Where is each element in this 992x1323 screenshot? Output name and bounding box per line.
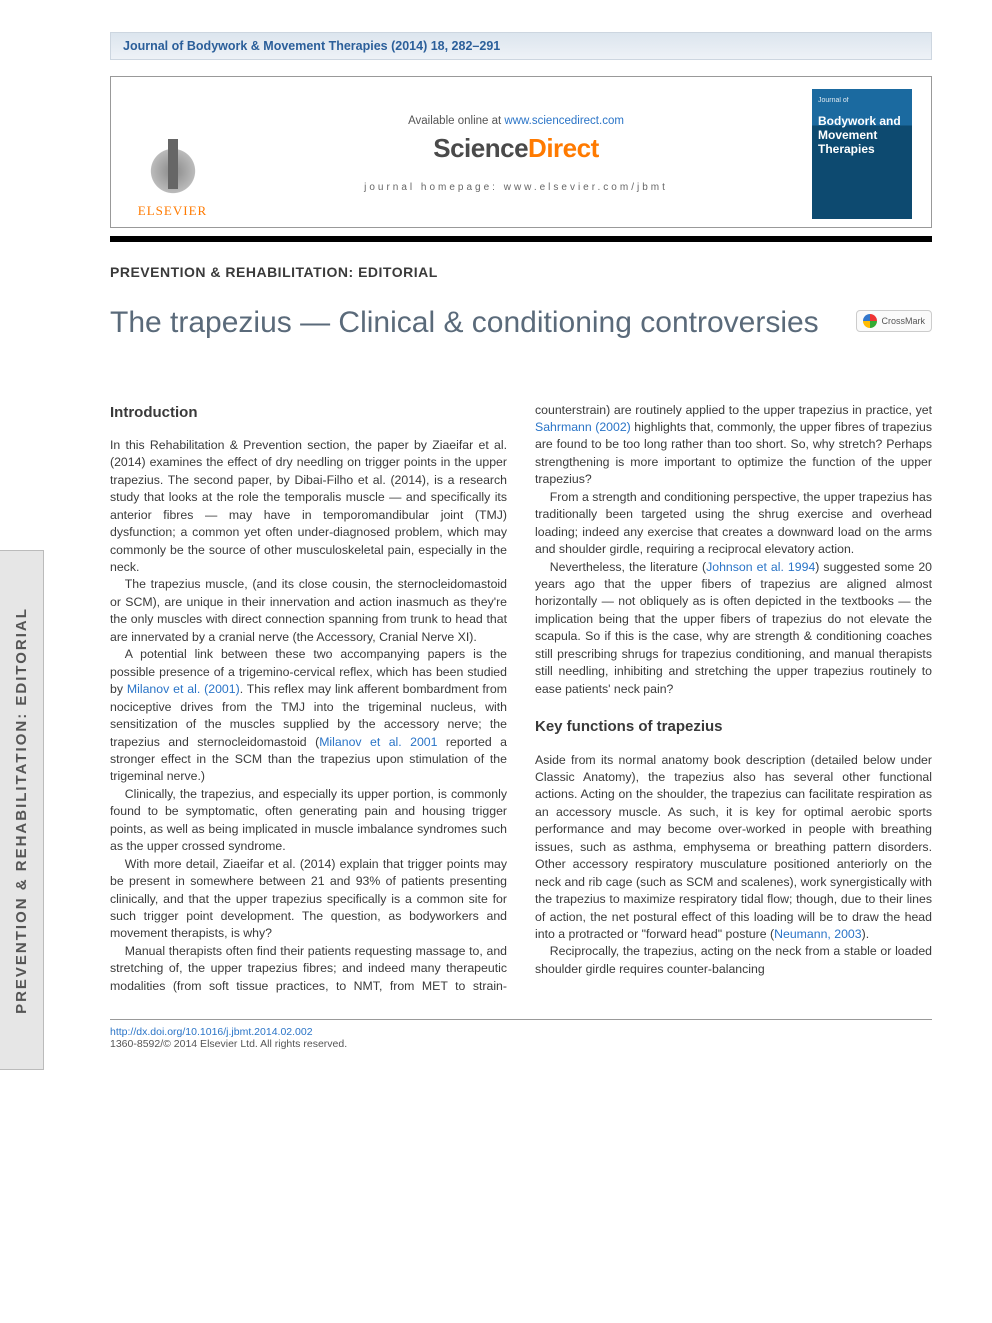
journal-citation-banner: Journal of Bodywork & Movement Therapies…	[110, 32, 932, 60]
available-prefix: Available online at	[408, 115, 504, 127]
cover-title: Bodywork and Movement Therapies	[818, 115, 906, 156]
journal-cover-thumbnail: Journal of Bodywork and Movement Therapi…	[812, 89, 912, 219]
cite-milanov-2001b[interactable]: Milanov et al. 2001	[319, 735, 437, 749]
cover-top-line: Journal of	[818, 97, 906, 105]
cite-johnson-1994[interactable]: Johnson et al. 1994	[706, 560, 815, 574]
crossmark-badge[interactable]: CrossMark	[856, 310, 932, 332]
para-8: Nevertheless, the literature (Johnson et…	[535, 559, 932, 699]
title-row: The trapezius — Clinical & conditioning …	[110, 304, 932, 342]
footer-block: http://dx.doi.org/10.1016/j.jbmt.2014.02…	[110, 1019, 932, 1050]
heading-key-functions: Key functions of trapezius	[535, 716, 932, 737]
body-columns: Introduction In this Rehabilitation & Pr…	[110, 402, 932, 996]
publisher-block: ELSEVIER	[125, 89, 220, 219]
para-1: In this Rehabilitation & Prevention sect…	[110, 437, 507, 577]
page: Journal of Bodywork & Movement Therapies…	[0, 0, 992, 1090]
sciencedirect-link[interactable]: www.sciencedirect.com	[504, 115, 624, 127]
para-5: With more detail, Ziaeifar et al. (2014)…	[110, 856, 507, 943]
heading-introduction: Introduction	[110, 402, 507, 423]
para-4: Clinically, the trapezius, and especiall…	[110, 786, 507, 856]
sd-text-direct: Direct	[528, 133, 599, 163]
para-3: A potential link between these two accom…	[110, 646, 507, 786]
cite-sahrmann-2002[interactable]: Sahrmann (2002)	[535, 420, 631, 434]
masthead: ELSEVIER Available online at www.science…	[110, 76, 932, 228]
para-7: From a strength and conditioning perspec…	[535, 489, 932, 559]
masthead-right: Journal of Bodywork and Movement Therapi…	[812, 89, 917, 219]
para-10: Reciprocally, the trapezius, acting on t…	[535, 943, 932, 978]
journal-homepage-line: journal homepage: www.elsevier.com/jbmt	[232, 182, 800, 193]
doi-link[interactable]: http://dx.doi.org/10.1016/j.jbmt.2014.02…	[110, 1026, 313, 1038]
section-label: PREVENTION & REHABILITATION: EDITORIAL	[110, 264, 932, 280]
crossmark-label: CrossMark	[881, 316, 925, 326]
elsevier-tree-icon	[138, 129, 208, 199]
divider-bar	[110, 236, 932, 242]
publisher-name: ELSEVIER	[138, 203, 207, 219]
article-title: The trapezius — Clinical & conditioning …	[110, 304, 836, 342]
cite-neumann-2003[interactable]: Neumann, 2003	[774, 927, 862, 941]
sd-text-science: Science	[433, 133, 528, 163]
issn-copyright: 1360-8592/© 2014 Elsevier Ltd. All right…	[110, 1038, 347, 1050]
available-online-line: Available online at www.sciencedirect.co…	[232, 115, 800, 127]
sciencedirect-logo: ScienceDirect	[232, 133, 800, 164]
masthead-center: Available online at www.sciencedirect.co…	[232, 89, 800, 219]
para-9: Aside from its normal anatomy book descr…	[535, 752, 932, 944]
crossmark-icon	[863, 314, 877, 328]
cite-milanov-2001a[interactable]: Milanov et al. (2001)	[127, 682, 240, 696]
para-2: The trapezius muscle, (and its close cou…	[110, 576, 507, 646]
